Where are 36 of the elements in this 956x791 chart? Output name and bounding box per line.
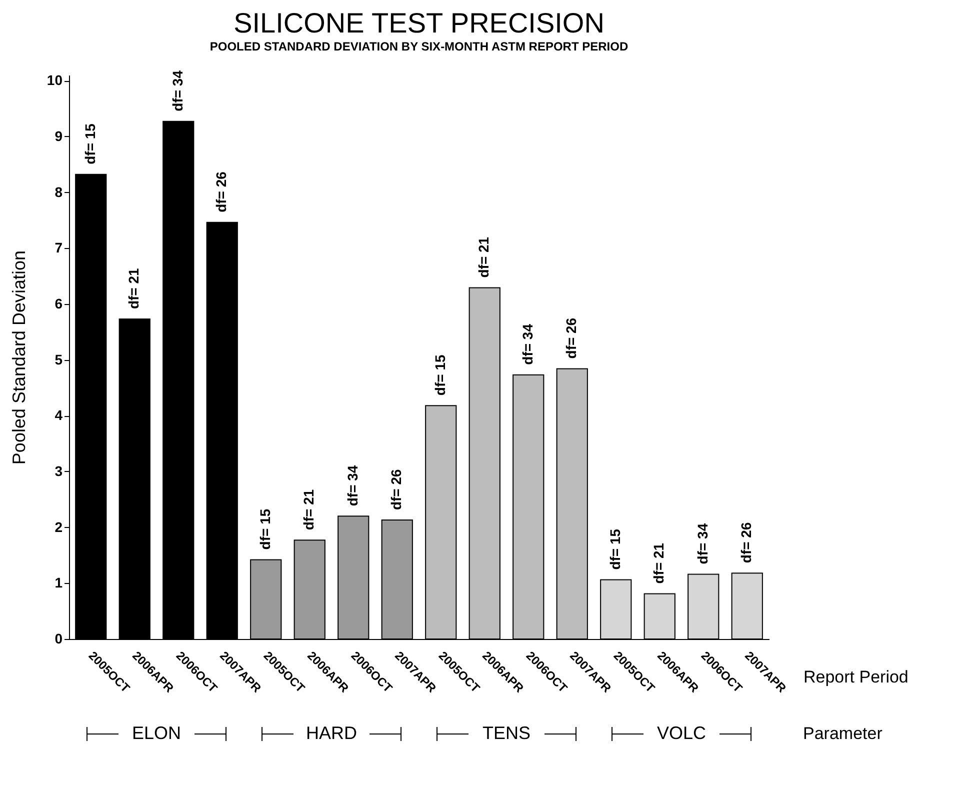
y-tick-label: 2 [54,518,63,535]
legend-label: ELON [132,723,182,743]
y-tick-label: 1 [54,574,63,591]
y-tick-label: 10 [46,72,63,88]
annotation: df= 15 [606,528,623,570]
annotation: df= 26 [213,171,230,212]
annotation: df= 34 [694,523,710,564]
annotation: df= 26 [563,318,580,359]
annotation: df= 21 [650,542,667,584]
y-tick-label: 9 [54,128,63,144]
annotation: df= 15 [82,123,98,164]
annotation: df= 15 [256,508,273,550]
annotation: df= 34 [519,324,536,365]
x-axis-title: Report Period [804,668,908,686]
y-tick-label: 7 [54,240,63,256]
y-tick-label: 8 [54,184,63,200]
annotation: df= 21 [300,489,317,530]
annotation: df= 21 [126,268,142,310]
annotation: df= 21 [476,236,492,278]
y-axis-title: Pooled Standard Deviation [8,250,29,465]
y-tick-label: 5 [54,351,63,368]
annotation: df= 34 [344,465,360,506]
text: Parameter [803,724,883,743]
y-tick-label: 3 [54,462,63,479]
chart-title: SILICONE TEST PRECISION [234,7,604,38]
annotation: df= 15 [432,354,448,396]
y-tick-label: 6 [54,295,63,312]
chart-subtitle: POOLED STANDARD DEVIATION BY SIX-MONTH ASTM REPORT PERIOD [210,39,628,54]
legend-label: TENS [482,723,531,743]
annotation: df= 26 [738,522,754,564]
legend-label: VOLC [656,723,706,743]
annotation: df= 26 [388,468,404,510]
legend-label: HARD [306,723,358,743]
y-tick-label: 0 [54,630,63,646]
y-tick-label: 4 [54,407,63,424]
annotation: df= 34 [169,70,186,112]
